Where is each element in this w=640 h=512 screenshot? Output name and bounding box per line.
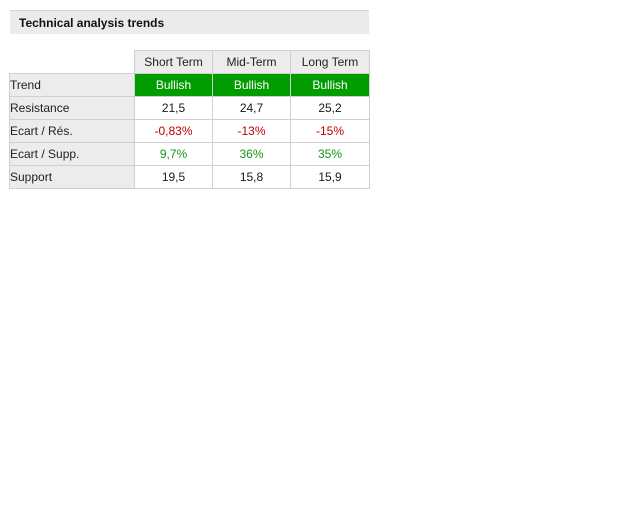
ecart-supp-long-term: 35% bbox=[290, 142, 370, 166]
row-label-ecart-supp: Ecart / Supp. bbox=[9, 142, 135, 166]
panel-header: Technical analysis trends bbox=[10, 10, 369, 34]
table-row-support: Support 19,5 15,8 15,9 bbox=[9, 165, 370, 189]
row-label-resistance: Resistance bbox=[9, 96, 135, 120]
support-mid-term: 15,8 bbox=[212, 165, 291, 189]
header-row: Short Term Mid-Term Long Term bbox=[9, 50, 370, 74]
row-label-trend: Trend bbox=[9, 73, 135, 97]
table-row-ecart-res: Ecart / Rés. -0,83% -13% -15% bbox=[9, 119, 370, 143]
table-row-ecart-supp: Ecart / Supp. 9,7% 36% 35% bbox=[9, 142, 370, 166]
resistance-short-term: 21,5 bbox=[134, 96, 213, 120]
trend-long-term: Bullish bbox=[290, 73, 370, 97]
row-label-support: Support bbox=[9, 165, 135, 189]
trends-table: Short Term Mid-Term Long Term Trend Bull… bbox=[9, 50, 370, 189]
corner-cell bbox=[9, 50, 135, 74]
resistance-mid-term: 24,7 bbox=[212, 96, 291, 120]
ecart-res-long-term: -15% bbox=[290, 119, 370, 143]
resistance-long-term: 25,2 bbox=[290, 96, 370, 120]
support-long-term: 15,9 bbox=[290, 165, 370, 189]
trend-mid-term: Bullish bbox=[212, 73, 291, 97]
ecart-res-short-term: -0,83% bbox=[134, 119, 213, 143]
row-label-ecart-res: Ecart / Rés. bbox=[9, 119, 135, 143]
column-header-short-term: Short Term bbox=[134, 50, 213, 74]
table-row-resistance: Resistance 21,5 24,7 25,2 bbox=[9, 96, 370, 120]
ecart-res-mid-term: -13% bbox=[212, 119, 291, 143]
panel-title: Technical analysis trends bbox=[19, 16, 165, 30]
column-header-long-term: Long Term bbox=[290, 50, 370, 74]
ecart-supp-short-term: 9,7% bbox=[134, 142, 213, 166]
column-header-mid-term: Mid-Term bbox=[212, 50, 291, 74]
ecart-supp-mid-term: 36% bbox=[212, 142, 291, 166]
table-row-trend: Trend Bullish Bullish Bullish bbox=[9, 73, 370, 97]
trend-short-term: Bullish bbox=[134, 73, 213, 97]
support-short-term: 19,5 bbox=[134, 165, 213, 189]
